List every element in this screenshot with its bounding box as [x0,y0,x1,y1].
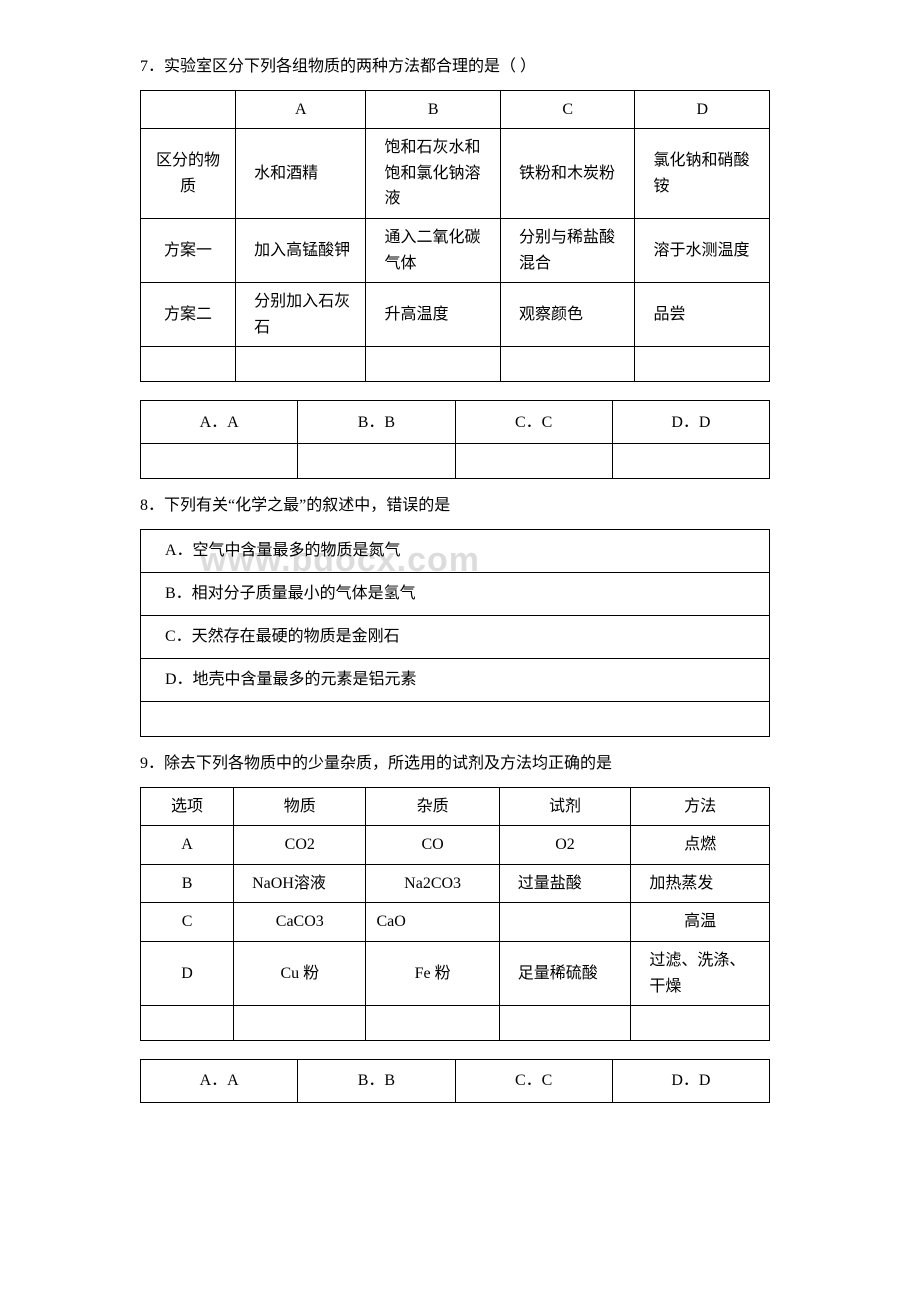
q8-b: B．相对分子质量最小的气体是氢气 [141,572,770,615]
table-row: A．空气中含量最多的物质是氮气 [141,529,770,572]
table-row: 区分的物质 水和酒精 饱和石灰水和饱和氯化钠溶液 铁粉和木炭粉 氯化钠和硝酸铵 [141,129,770,219]
q9-h1: 物质 [234,787,366,826]
q9-B-2: Na2CO3 [366,864,499,903]
q7-h3: C [500,90,635,129]
q7-opt-b: B．B [298,401,455,444]
q7-opt-c: C．C [455,401,612,444]
q9-h2: 杂质 [366,787,499,826]
q7-prompt: 7．实验室区分下列各组物质的两种方法都合理的是（ ） [140,54,820,80]
q9-A-4: 点燃 [631,826,770,865]
q9-h0: 选项 [141,787,234,826]
table-row: A．A B．B C．C D．D [141,401,770,444]
q7-r3-1: 升高温度 [366,283,501,347]
q7-table: A B C D 区分的物质 水和酒精 饱和石灰水和饱和氯化钠溶液 铁粉和木炭粉 … [140,90,770,383]
q7-r1-label: 区分的物质 [141,129,236,219]
table-row: B．相对分子质量最小的气体是氢气 [141,572,770,615]
q8-a: A．空气中含量最多的物质是氮气 [141,529,770,572]
q7-h2: B [366,90,501,129]
q9-D-1: Cu 粉 [234,941,366,1005]
q9-B-4: 加热蒸发 [631,864,770,903]
q9-C-3 [499,903,631,942]
q7-opt-d: D．D [612,401,769,444]
table-row: C CaCO3 CaO 高温 [141,903,770,942]
q7-opt-a: A．A [141,401,298,444]
table-row: 方案二 分别加入石灰石 升高温度 观察颜色 品尝 [141,283,770,347]
table-row [141,1006,770,1041]
q9-opt-b: B．B [298,1060,455,1103]
q7-r2-0: 加入高锰酸钾 [236,218,366,282]
q9-C-1: CaCO3 [234,903,366,942]
table-row: A B C D [141,90,770,129]
q7-r1-1: 饱和石灰水和饱和氯化钠溶液 [366,129,501,219]
q9-B-0: B [141,864,234,903]
q7-r3-2: 观察颜色 [500,283,635,347]
table-row: 选项 物质 杂质 试剂 方法 [141,787,770,826]
q7-r3-0: 分别加入石灰石 [236,283,366,347]
q7-h0 [141,90,236,129]
q7-options: A．A B．B C．C D．D [140,400,770,479]
q7-r3-3: 品尝 [635,283,770,347]
table-row: 方案一 加入高锰酸钾 通入二氧化碳气体 分别与稀盐酸混合 溶于水测温度 [141,218,770,282]
q7-r3-label: 方案二 [141,283,236,347]
table-row: A．A B．B C．C D．D [141,1060,770,1103]
q9-h4: 方法 [631,787,770,826]
q7-h4: D [635,90,770,129]
q7-r2-label: 方案一 [141,218,236,282]
q7-r1-2: 铁粉和木炭粉 [500,129,635,219]
q7-h1: A [236,90,366,129]
q9-A-1: CO2 [234,826,366,865]
q9-A-0: A [141,826,234,865]
q9-D-0: D [141,941,234,1005]
q9-opt-c: C．C [455,1060,612,1103]
q9-A-2: CO [366,826,499,865]
q9-options: A．A B．B C．C D．D [140,1059,770,1103]
q8-c: C．天然存在最硬的物质是金刚石 [141,615,770,658]
q7-r2-2: 分别与稀盐酸混合 [500,218,635,282]
q7-r2-3: 溶于水测温度 [635,218,770,282]
q9-D-3: 足量稀硫酸 [499,941,631,1005]
table-row [141,444,770,479]
table-row: C．天然存在最硬的物质是金刚石 [141,615,770,658]
q9-table: 选项 物质 杂质 试剂 方法 A CO2 CO O2 点燃 B NaOH溶液 N… [140,787,770,1042]
q8-table: A．空气中含量最多的物质是氮气 B．相对分子质量最小的气体是氢气 C．天然存在最… [140,529,770,737]
q7-r1-3: 氯化钠和硝酸铵 [635,129,770,219]
q9-C-0: C [141,903,234,942]
table-row [141,347,770,382]
q7-r2-1: 通入二氧化碳气体 [366,218,501,282]
table-row: B NaOH溶液 Na2CO3 过量盐酸 加热蒸发 [141,864,770,903]
q9-opt-a: A．A [141,1060,298,1103]
q9-C-4: 高温 [631,903,770,942]
q9-prompt: 9．除去下列各物质中的少量杂质，所选用的试剂及方法均正确的是 [140,751,820,777]
q9-opt-d: D．D [612,1060,769,1103]
q9-D-4: 过滤、洗涤、干燥 [631,941,770,1005]
q9-C-2: CaO [366,903,499,942]
table-row: D Cu 粉 Fe 粉 足量稀硫酸 过滤、洗涤、干燥 [141,941,770,1005]
q7-r1-0: 水和酒精 [236,129,366,219]
q9-B-3: 过量盐酸 [499,864,631,903]
table-row [141,701,770,736]
q9-D-2: Fe 粉 [366,941,499,1005]
q9-B-1: NaOH溶液 [234,864,366,903]
table-row: D．地壳中含量最多的元素是铝元素 [141,658,770,701]
q8-prompt: 8．下列有关“化学之最”的叙述中，错误的是 [140,493,820,519]
table-row: A CO2 CO O2 点燃 [141,826,770,865]
q9-h3: 试剂 [499,787,631,826]
q9-A-3: O2 [499,826,631,865]
q8-d: D．地壳中含量最多的元素是铝元素 [141,658,770,701]
